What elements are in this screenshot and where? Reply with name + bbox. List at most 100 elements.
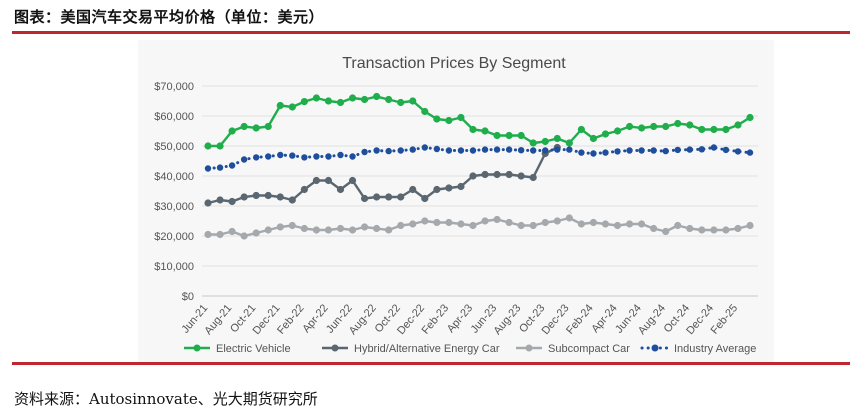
data-point bbox=[469, 147, 477, 154]
data-point bbox=[481, 146, 489, 153]
data-point bbox=[698, 226, 706, 234]
data-point bbox=[638, 220, 646, 228]
data-point bbox=[228, 197, 236, 206]
data-point bbox=[674, 119, 682, 128]
data-point bbox=[589, 134, 598, 143]
data-point bbox=[710, 226, 718, 234]
data-point bbox=[517, 131, 525, 140]
data-point bbox=[385, 226, 393, 234]
data-point bbox=[289, 152, 296, 159]
data-point bbox=[613, 221, 622, 230]
legend-marker bbox=[193, 344, 201, 352]
data-point bbox=[361, 148, 368, 156]
data-point bbox=[601, 220, 610, 228]
series-electric-vehicle bbox=[204, 92, 754, 150]
data-point bbox=[373, 147, 380, 154]
data-point bbox=[265, 153, 272, 160]
data-point bbox=[204, 142, 212, 150]
data-point bbox=[662, 147, 669, 155]
data-point bbox=[674, 221, 682, 230]
data-point bbox=[613, 127, 622, 135]
data-point bbox=[493, 215, 501, 224]
grid-lines bbox=[202, 85, 758, 297]
data-point bbox=[301, 154, 308, 161]
data-point bbox=[348, 226, 357, 234]
data-point bbox=[650, 147, 657, 154]
data-point bbox=[277, 151, 284, 159]
data-point bbox=[433, 145, 441, 153]
data-point bbox=[674, 146, 681, 154]
data-point bbox=[722, 146, 730, 154]
data-point bbox=[349, 153, 356, 160]
data-point bbox=[493, 146, 501, 153]
data-point bbox=[589, 218, 598, 227]
data-point bbox=[204, 165, 212, 172]
data-point bbox=[300, 224, 308, 233]
data-point bbox=[517, 172, 525, 180]
data-point bbox=[348, 176, 357, 185]
data-point bbox=[348, 94, 357, 102]
data-point bbox=[614, 148, 621, 155]
data-point bbox=[360, 194, 369, 203]
bottom-divider bbox=[12, 362, 850, 365]
data-point bbox=[662, 227, 670, 236]
data-point bbox=[590, 150, 597, 157]
data-point bbox=[228, 162, 236, 169]
data-point bbox=[373, 193, 381, 201]
legend-marker bbox=[651, 344, 659, 352]
legend-marker bbox=[525, 344, 533, 352]
data-point bbox=[517, 147, 525, 154]
series-line bbox=[206, 145, 752, 170]
series-lines bbox=[204, 92, 754, 240]
data-point bbox=[553, 217, 561, 225]
data-point bbox=[433, 218, 441, 227]
legend-item: Industry Average bbox=[640, 343, 756, 355]
data-point bbox=[541, 137, 549, 146]
data-point bbox=[698, 146, 706, 153]
chart-background bbox=[138, 40, 774, 362]
data-point bbox=[565, 139, 573, 147]
legend-label: Industry Average bbox=[674, 343, 756, 355]
data-point bbox=[505, 131, 513, 140]
data-point bbox=[457, 182, 465, 191]
data-point bbox=[529, 173, 537, 182]
data-point bbox=[288, 221, 296, 230]
y-tick-label: $40,000 bbox=[154, 171, 194, 183]
data-point bbox=[252, 154, 260, 161]
data-point bbox=[397, 221, 405, 230]
data-point bbox=[541, 218, 549, 227]
series-line bbox=[208, 216, 751, 238]
data-point bbox=[300, 185, 308, 194]
data-point bbox=[530, 147, 537, 154]
data-point bbox=[300, 98, 308, 106]
data-point bbox=[385, 193, 393, 201]
data-point bbox=[686, 224, 694, 233]
legend-item: Hybrid/Alternative Energy Car bbox=[322, 343, 500, 355]
data-point bbox=[385, 147, 392, 155]
data-point bbox=[578, 149, 585, 156]
y-tick-label: $50,000 bbox=[154, 141, 194, 153]
series-subcompact-car bbox=[204, 214, 754, 240]
data-point bbox=[409, 220, 417, 228]
data-point bbox=[662, 122, 670, 131]
chart-panel: Transaction Prices By Segment $0 $10,000 $… bbox=[138, 40, 774, 362]
series-industry-average bbox=[204, 144, 754, 172]
data-point bbox=[746, 113, 754, 122]
data-point bbox=[385, 95, 393, 104]
data-point bbox=[457, 220, 465, 228]
line-chart: Transaction Prices By Segment $0$10,000$… bbox=[138, 40, 774, 362]
legend-label: Electric Vehicle bbox=[216, 343, 291, 355]
data-point bbox=[625, 220, 634, 228]
data-point bbox=[433, 115, 441, 123]
y-tick-label: $0 bbox=[182, 291, 194, 303]
data-point bbox=[686, 146, 693, 153]
data-point bbox=[240, 193, 248, 201]
data-point bbox=[252, 191, 260, 200]
data-point bbox=[626, 147, 633, 154]
data-point bbox=[469, 172, 477, 180]
data-point bbox=[360, 95, 369, 104]
data-point bbox=[216, 230, 224, 239]
data-point bbox=[577, 220, 585, 228]
data-point bbox=[397, 98, 405, 107]
data-point bbox=[493, 131, 501, 140]
